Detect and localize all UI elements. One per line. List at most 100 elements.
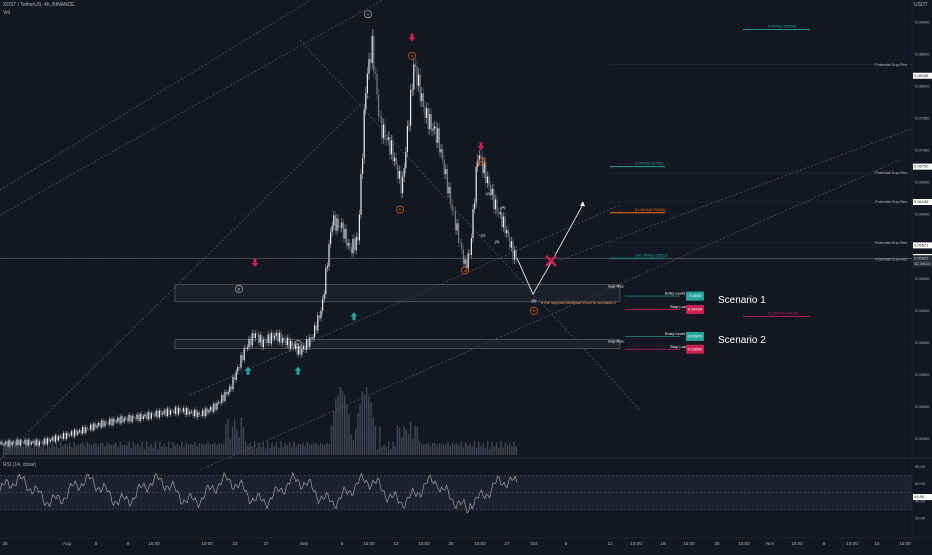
time-axis-label: 15:00 [683, 541, 695, 546]
time-axis-label: 15:00 [474, 541, 486, 546]
candle-body [83, 427, 85, 433]
wave-label: e [533, 308, 536, 313]
volume-bar [469, 443, 471, 455]
stop-value-text: 0.04494 [688, 307, 703, 312]
candle-body [125, 417, 127, 419]
volume-bar [176, 443, 179, 455]
time-axis-label: 5 [565, 541, 568, 546]
scenario-note: If the support breakout move to scenario… [541, 300, 617, 305]
candle-body [139, 413, 141, 421]
candle-body [334, 215, 336, 231]
candle-body [506, 230, 508, 234]
candle-body [344, 228, 346, 239]
candle-body [53, 437, 55, 442]
volume-bar [308, 444, 311, 455]
candle-body [392, 140, 394, 162]
candle-body [298, 346, 300, 355]
volume-bar [185, 442, 187, 455]
candle-body [331, 225, 333, 233]
time-axis-label: 25 [714, 541, 720, 546]
candle-body [474, 202, 476, 210]
candle-body [138, 414, 140, 421]
rsi-current-value: 44.86 [914, 494, 925, 499]
candle-body [507, 230, 509, 237]
candle-body [229, 386, 231, 393]
volume-bar [352, 439, 355, 455]
volume-bar [51, 443, 53, 455]
candle-body [213, 403, 215, 412]
time-axis-label: 15:00 [418, 541, 430, 546]
volume-bar [66, 445, 69, 455]
candle-body [214, 403, 216, 410]
volume-bar [278, 447, 280, 455]
candle-body [67, 432, 69, 436]
candle-body [437, 128, 439, 143]
candle-body [133, 415, 135, 419]
volume-bar [137, 443, 139, 455]
volume-bar [58, 447, 60, 455]
wave-label: (3) [495, 239, 501, 244]
rsi-current-badge [913, 494, 932, 501]
candle-body [501, 212, 503, 228]
price-label-text: 0.06198 [914, 199, 929, 204]
candle-body [453, 210, 455, 212]
candle-body [315, 325, 317, 331]
candle-body [483, 162, 485, 174]
volume-bar [275, 442, 278, 455]
candle-body [302, 345, 304, 349]
price-scale-tick: 0.06000 [915, 212, 930, 217]
candle-body [355, 236, 357, 251]
candle-body [38, 441, 40, 446]
volume-bar [82, 442, 84, 455]
fib-level-label: 61.80%(0.05489) [635, 207, 666, 212]
candle-body [48, 438, 50, 442]
trend-channel-line [0, 94, 371, 461]
candle-body [211, 407, 213, 412]
candle-body [280, 332, 282, 343]
price-scale-tick: 0.08000 [915, 84, 930, 89]
candle-body [286, 337, 288, 346]
time-axis-label: 15:00 [363, 541, 375, 546]
candle-body [123, 418, 125, 422]
potential-sup-res-label: Potential Sup-Res [875, 240, 907, 245]
volume-bar [348, 414, 350, 455]
candle-body [242, 355, 244, 361]
candle-body [112, 418, 114, 426]
candle-body [451, 203, 453, 211]
time-axis-label: 20 [448, 541, 454, 546]
candle-body [251, 332, 253, 346]
price-label-badge [913, 198, 932, 205]
arrow-up-icon [244, 366, 252, 375]
volume-bar [187, 444, 190, 455]
candle-body [299, 346, 301, 355]
candle-body [317, 315, 319, 331]
volume-bar [163, 443, 165, 455]
volume-bar [434, 442, 436, 455]
volume-bar [271, 442, 273, 455]
candle-body [261, 335, 263, 348]
entry-level-label: Entry Level [665, 291, 685, 296]
rsi-scale-tick: 20.00 [915, 515, 926, 520]
candle-body [19, 440, 21, 446]
volume-bar [315, 443, 317, 455]
candle-body [222, 395, 224, 401]
candle-body [426, 108, 428, 118]
volume-bar [264, 448, 267, 455]
candle-body [178, 407, 180, 415]
candle-body [370, 59, 372, 64]
volume-bar [473, 441, 476, 455]
volume-bar [322, 443, 324, 455]
candle-body [416, 66, 418, 86]
candle-body [458, 223, 460, 243]
price-scale-tick: 0.03500 [915, 372, 930, 377]
volume-bar [418, 441, 421, 455]
volume-bar [491, 442, 493, 455]
volume-bar [403, 426, 405, 455]
candle-body [278, 332, 280, 342]
candle-body [267, 334, 269, 343]
candle-body [270, 333, 272, 344]
volume-bar [467, 445, 469, 455]
volume-bar [161, 446, 163, 455]
